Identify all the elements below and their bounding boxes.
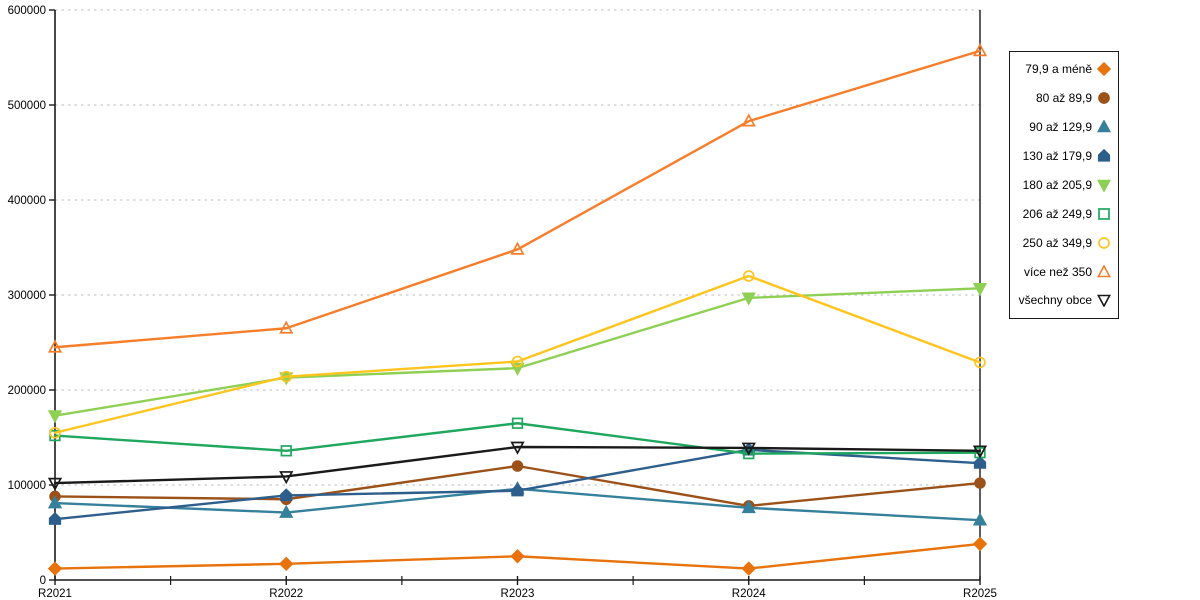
y-axis-tick-label: 100000 <box>8 480 46 492</box>
data-point-diamond <box>279 556 294 572</box>
legend-item-label: 80 až 89,9 <box>1035 91 1092 106</box>
data-point-triangle-down <box>972 283 988 297</box>
series-line <box>53 49 982 349</box>
legend-item: více než 350 <box>1010 264 1118 279</box>
data-point-triangle-down <box>972 445 988 459</box>
y-axis-tick-label: 500000 <box>8 100 46 112</box>
chart-legend: 79,9 a méně 80 až 89,9 90 až 129,9 130 až 1… <box>1009 51 1119 319</box>
y-axis-tick-label: 400000 <box>8 195 46 207</box>
data-point-triangle-down <box>47 410 63 424</box>
legend-item: 79,9 a méně <box>1010 62 1118 77</box>
x-axis-tick-label: R2023 <box>501 588 535 600</box>
legend-item-label: 90 až 129,9 <box>1029 120 1092 135</box>
legend-marker-glyph <box>1097 120 1111 133</box>
legend-item: 80 až 89,9 <box>1010 91 1118 105</box>
series-line <box>53 445 982 485</box>
data-point-square <box>280 445 292 457</box>
y-axis-tick-label: 600000 <box>8 5 46 17</box>
legend-item: 130 až 179,9 <box>1010 149 1118 163</box>
data-point-triangle-down <box>279 471 294 485</box>
data-point-diamond <box>972 536 988 552</box>
legend-marker-triangle-up-icon <box>1097 120 1111 133</box>
series-line <box>53 274 982 434</box>
legend-marker-glyph <box>1097 295 1111 308</box>
data-point-triangle-up <box>972 43 988 57</box>
data-point-circle <box>974 477 986 489</box>
legend-item-label: 79,9 a méně <box>1025 62 1092 77</box>
data-point-square <box>511 417 524 429</box>
data-point-triangle-up <box>47 495 63 509</box>
legend-marker-glyph <box>1097 62 1111 77</box>
legend-marker-pentagon-icon <box>1097 149 1111 162</box>
data-point-triangle-up <box>741 500 756 514</box>
data-point-triangle-down <box>741 292 756 306</box>
legend-marker-glyph <box>1098 207 1110 220</box>
x-axis-tick-label: R2024 <box>732 588 766 600</box>
legend-marker-triangle-down-icon <box>1097 179 1111 192</box>
legend-marker-glyph <box>1097 264 1111 277</box>
legend-marker-circle-icon <box>1098 92 1110 105</box>
data-point-triangle-up <box>510 241 525 255</box>
data-point-pentagon <box>280 488 293 502</box>
data-point-triangle-down <box>47 477 63 491</box>
data-point-triangle-up <box>741 113 756 127</box>
legend-marker-diamond-icon <box>1097 62 1111 77</box>
data-point-triangle-up <box>279 504 294 518</box>
legend-marker-triangle-up-icon <box>1097 264 1111 277</box>
y-axis-tick-label: 0 <box>40 575 46 587</box>
legend-marker-square-icon <box>1098 207 1110 220</box>
data-point-open-circle <box>974 356 986 369</box>
legend-marker-glyph <box>1097 149 1111 162</box>
x-axis-tick-label: R2021 <box>38 588 72 600</box>
legend-item: 250 až 349,9 <box>1010 236 1118 250</box>
y-axis-tick-label: 200000 <box>8 385 46 397</box>
legend-item: 206 až 249,9 <box>1010 207 1118 221</box>
legend-item-label: 130 až 179,9 <box>1022 149 1092 164</box>
data-point-triangle-up <box>972 512 988 526</box>
legend-marker-glyph <box>1098 236 1110 249</box>
series-line <box>53 287 982 417</box>
data-point-diamond <box>510 549 525 564</box>
data-point-pentagon <box>511 483 524 497</box>
legend-item-label: 250 až 349,9 <box>1022 235 1092 250</box>
legend-item-label: všechny obce <box>1018 293 1092 308</box>
data-point-open-circle <box>49 426 61 439</box>
data-point-diamond <box>47 561 63 576</box>
data-point-triangle-up <box>279 320 294 334</box>
data-point-open-circle <box>511 355 524 368</box>
data-point-triangle-up <box>47 339 63 353</box>
series-line <box>53 422 982 455</box>
y-axis-tick-label: 300000 <box>8 290 46 302</box>
legend-item-label: 180 až 205,9 <box>1022 177 1092 192</box>
data-point-diamond <box>741 561 756 576</box>
legend-item: 90 až 129,9 <box>1010 120 1118 134</box>
data-point-pentagon <box>973 455 987 469</box>
legend-marker-glyph <box>1097 179 1111 192</box>
data-point-open-circle <box>742 270 755 282</box>
legend-item-label: 206 až 249,9 <box>1022 206 1092 221</box>
data-point-pentagon <box>48 512 62 525</box>
legend-marker-triangle-down-icon <box>1097 295 1111 308</box>
data-point-triangle-down <box>741 442 756 456</box>
data-point-circle <box>511 460 524 472</box>
data-point-open-circle <box>280 370 293 383</box>
x-axis-tick-label: R2025 <box>963 588 997 600</box>
legend-item: všechny obce <box>1010 293 1118 308</box>
legend-marker-circle-icon <box>1098 236 1110 249</box>
x-axis-tick-label: R2022 <box>269 588 303 600</box>
legend-item: 180 až 205,9 <box>1010 178 1118 192</box>
legend-marker-glyph <box>1098 92 1110 105</box>
data-point-triangle-down <box>510 441 525 455</box>
legend-item-label: více než 350 <box>1023 264 1092 279</box>
